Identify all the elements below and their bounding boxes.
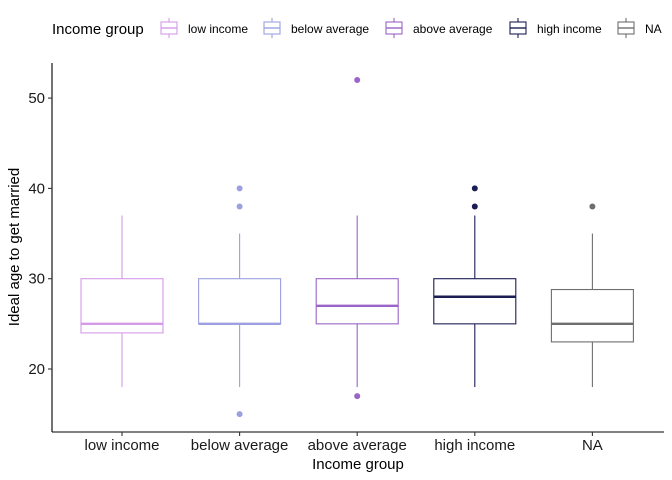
y-tick-label: 20	[28, 361, 45, 378]
legend-label: below average	[291, 22, 369, 36]
x-tick-label: low income	[84, 437, 159, 454]
legend-title: Income group	[52, 21, 144, 38]
y-tick-label: 40	[28, 180, 45, 197]
box	[198, 278, 282, 325]
box-group	[80, 215, 164, 388]
y-tick-label: 50	[28, 90, 45, 107]
outlier-point	[354, 77, 361, 84]
legend-label: NA	[645, 22, 662, 36]
legend-label: above average	[413, 22, 493, 36]
legend: Income group low income below average abov…	[52, 18, 662, 38]
box	[433, 278, 517, 325]
outlier-point	[589, 203, 596, 210]
x-tick-label: NA	[582, 437, 603, 454]
x-tick-label: high income	[434, 437, 515, 454]
box-group	[433, 185, 517, 388]
box-group	[550, 203, 634, 388]
legend-label: high income	[537, 22, 602, 36]
legend-item: low income	[160, 18, 248, 38]
outlier-point	[236, 411, 243, 418]
outlier-point	[236, 203, 243, 210]
box-group	[198, 185, 282, 418]
y-axis-title: Ideal age to get married	[6, 168, 23, 326]
box	[550, 288, 634, 343]
outlier-point	[471, 185, 478, 192]
legend-item: high income	[509, 18, 602, 38]
legend-item: below average	[263, 18, 369, 38]
legend-label: low income	[188, 22, 248, 36]
box-group	[315, 77, 399, 400]
y-tick-label: 30	[28, 271, 45, 288]
legend-item: NA	[617, 18, 662, 38]
x-axis-title: Income group	[312, 456, 404, 473]
x-tick-label: below average	[191, 437, 289, 454]
axes: 20 30 40 50 low income below average above av…	[28, 63, 664, 454]
box	[315, 278, 399, 325]
plot-area	[80, 77, 634, 418]
outlier-point	[236, 185, 243, 192]
outlier-point	[354, 393, 361, 400]
legend-item: above average	[385, 18, 493, 38]
outlier-point	[471, 203, 478, 210]
x-tick-label: above average	[308, 437, 407, 454]
